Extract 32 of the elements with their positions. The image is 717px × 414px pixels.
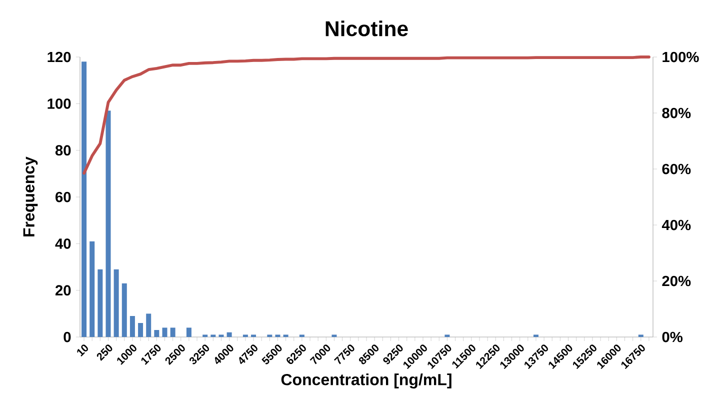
bar	[146, 314, 152, 337]
y-tick-label: 40	[55, 238, 71, 249]
x-tick-label: 10	[77, 344, 88, 356]
bar	[82, 62, 87, 337]
y-tick-label: 120	[48, 52, 71, 62]
y-tick-label: 20	[55, 285, 71, 296]
x-tick-label: 250	[96, 344, 112, 361]
y2-tick-label: 40%	[662, 220, 691, 230]
bar	[106, 110, 111, 337]
y-tick-label: 0	[64, 332, 71, 342]
bar	[130, 316, 135, 337]
bar	[186, 328, 192, 337]
bar	[122, 283, 127, 337]
y-axis-title: Frequency	[23, 156, 38, 236]
y-tick-label: 80	[55, 145, 71, 156]
bar	[154, 330, 160, 337]
bar	[162, 328, 168, 337]
bar	[138, 323, 144, 337]
y2-tick-label: 100%	[662, 52, 699, 62]
y2-tick-label: 0%	[662, 332, 683, 342]
y2-tick-label: 80%	[662, 108, 691, 118]
bar	[170, 328, 176, 337]
y2-tick-label: 20%	[662, 276, 691, 286]
y2-tick-label: 60%	[662, 164, 691, 174]
bar	[90, 241, 95, 337]
bar	[114, 269, 119, 337]
y-tick-label: 60	[56, 192, 71, 202]
bar	[226, 332, 232, 337]
y-tick-label: 100	[48, 98, 71, 109]
x-axis-title: Concentration [ng/mL]	[281, 374, 452, 388]
bar	[98, 269, 103, 337]
chart-title: Nicotine	[326, 20, 408, 36]
